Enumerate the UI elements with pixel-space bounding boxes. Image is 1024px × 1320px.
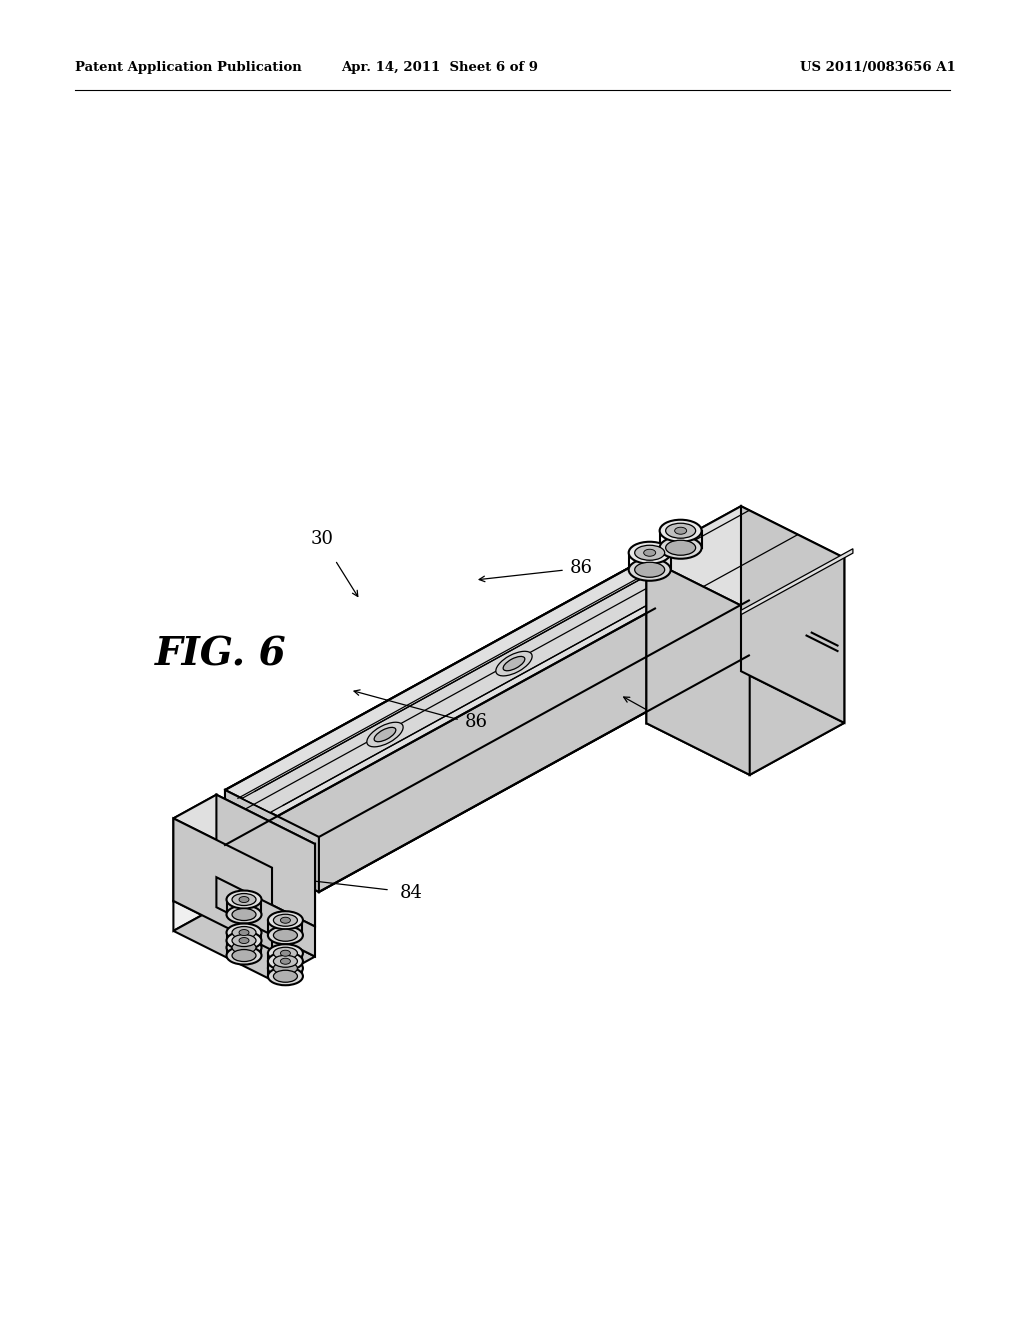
Ellipse shape [268, 927, 303, 944]
Ellipse shape [232, 935, 256, 946]
Text: 86: 86 [465, 713, 488, 731]
Ellipse shape [659, 537, 701, 558]
Polygon shape [646, 671, 845, 775]
Polygon shape [173, 795, 315, 867]
Ellipse shape [635, 562, 665, 577]
Ellipse shape [226, 939, 261, 957]
Polygon shape [646, 506, 845, 610]
Ellipse shape [232, 927, 256, 939]
Ellipse shape [367, 722, 403, 747]
Polygon shape [173, 795, 216, 900]
Ellipse shape [268, 952, 303, 970]
Text: 28: 28 [735, 741, 758, 759]
Ellipse shape [226, 924, 261, 941]
Ellipse shape [226, 891, 261, 908]
Ellipse shape [232, 908, 256, 920]
Ellipse shape [273, 956, 297, 968]
Ellipse shape [232, 941, 256, 953]
Ellipse shape [268, 911, 303, 929]
Polygon shape [741, 506, 845, 723]
Ellipse shape [226, 906, 261, 924]
Polygon shape [225, 789, 318, 892]
Ellipse shape [273, 915, 297, 927]
Polygon shape [741, 549, 853, 615]
Ellipse shape [268, 960, 303, 977]
Text: FIG. 6: FIG. 6 [155, 636, 287, 675]
Text: Patent Application Publication: Patent Application Publication [75, 62, 302, 74]
Text: 84: 84 [400, 884, 423, 902]
Ellipse shape [239, 929, 249, 936]
Polygon shape [225, 553, 749, 837]
Ellipse shape [374, 727, 396, 742]
Polygon shape [646, 506, 741, 723]
Ellipse shape [666, 523, 695, 539]
Ellipse shape [273, 948, 297, 960]
Ellipse shape [239, 937, 249, 944]
Ellipse shape [281, 958, 291, 964]
Polygon shape [225, 609, 749, 892]
Polygon shape [216, 795, 315, 927]
Ellipse shape [629, 541, 671, 564]
Ellipse shape [232, 894, 256, 906]
Ellipse shape [226, 946, 261, 965]
Text: US 2011/0083656 A1: US 2011/0083656 A1 [800, 62, 955, 74]
Polygon shape [216, 878, 315, 957]
Polygon shape [173, 907, 315, 981]
Ellipse shape [629, 558, 671, 581]
Ellipse shape [644, 549, 655, 556]
Polygon shape [646, 558, 750, 775]
Polygon shape [173, 818, 272, 950]
Text: 86: 86 [570, 558, 593, 577]
Polygon shape [272, 843, 315, 950]
Polygon shape [242, 562, 700, 813]
Ellipse shape [675, 527, 687, 535]
Ellipse shape [659, 520, 701, 541]
Text: 30: 30 [310, 531, 334, 548]
Ellipse shape [273, 970, 297, 982]
Ellipse shape [281, 917, 291, 923]
Polygon shape [225, 553, 655, 845]
Ellipse shape [635, 545, 665, 560]
Ellipse shape [273, 929, 297, 941]
Ellipse shape [666, 540, 695, 556]
Ellipse shape [226, 932, 261, 949]
Polygon shape [173, 878, 315, 950]
Ellipse shape [239, 896, 249, 903]
Ellipse shape [268, 944, 303, 962]
Ellipse shape [273, 962, 297, 974]
Polygon shape [173, 878, 216, 931]
Text: Apr. 14, 2011  Sheet 6 of 9: Apr. 14, 2011 Sheet 6 of 9 [341, 62, 539, 74]
Polygon shape [173, 878, 315, 950]
Polygon shape [750, 558, 845, 775]
Ellipse shape [281, 950, 291, 956]
Ellipse shape [503, 656, 525, 671]
Polygon shape [318, 601, 749, 892]
Polygon shape [655, 553, 749, 656]
Ellipse shape [232, 949, 256, 961]
Ellipse shape [268, 968, 303, 985]
Ellipse shape [496, 651, 532, 676]
